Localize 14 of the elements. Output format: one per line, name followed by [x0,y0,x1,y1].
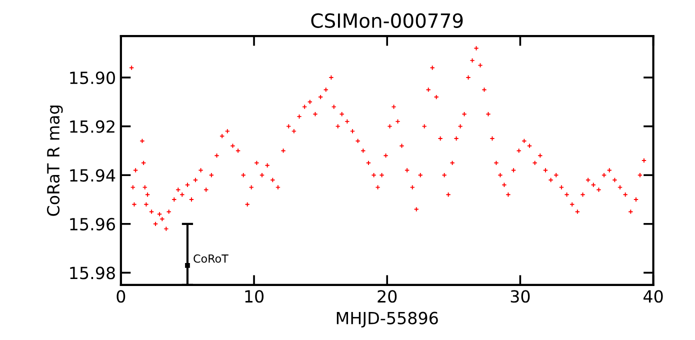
y-tick-label: 15.94 [70,169,116,182]
y-tick-label: 15.90 [70,71,115,84]
annotation: CoRoT [194,254,228,263]
x-tick-label: 40 [644,290,663,303]
chart-title: CSIMon-000779 [311,13,463,28]
y-axis-title: CoRaT R mag [46,106,63,216]
y-tick-label: 15.98 [70,266,115,280]
x-axis-title: MHJD-55896 [336,312,438,328]
y-tick-label: 15.96 [70,218,116,230]
y-tick-label: 15.92 [70,120,114,133]
x-tick-label: 30 [510,290,530,303]
x-tick-label: 20 [378,290,397,303]
x-tick-label: 10 [245,290,264,303]
x-tick-label: 0 [116,290,126,303]
